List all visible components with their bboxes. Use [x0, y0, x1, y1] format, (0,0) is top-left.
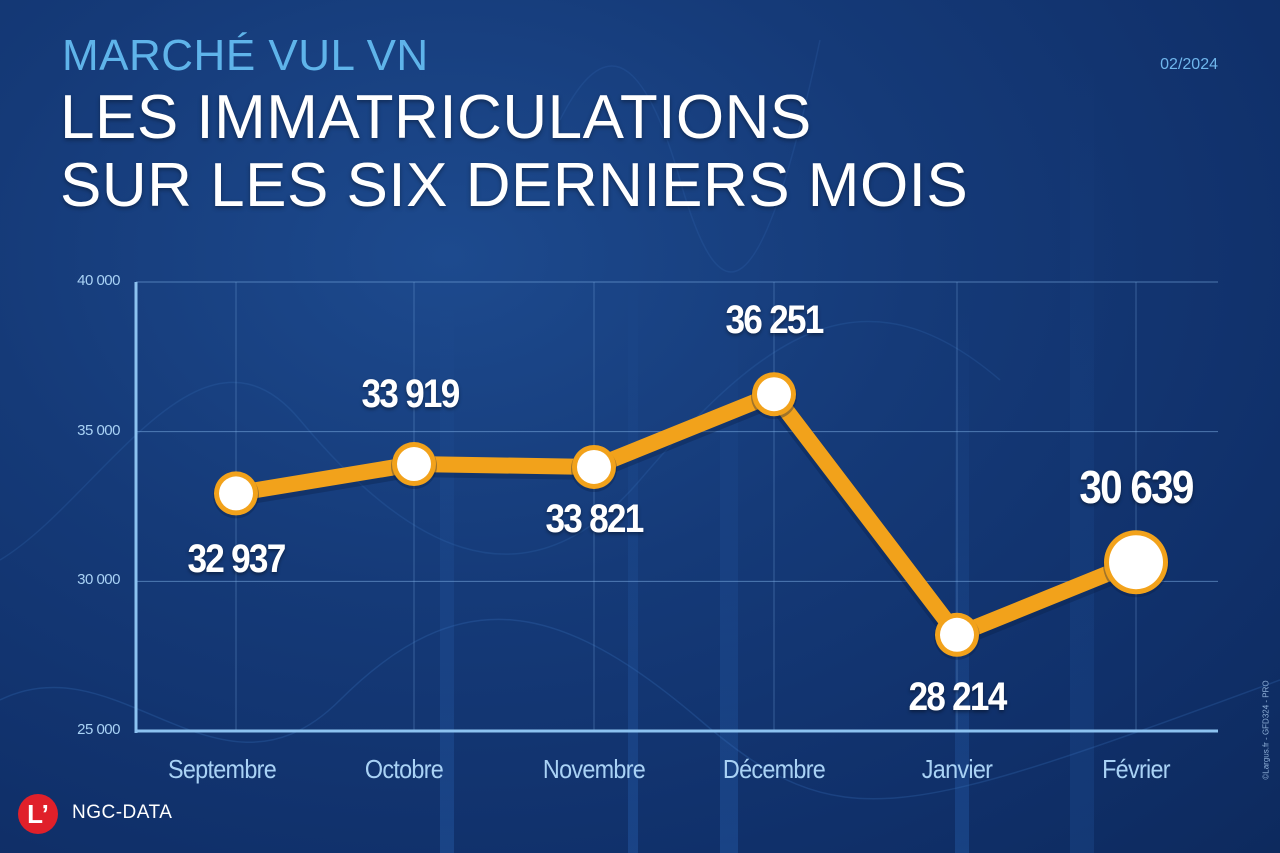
- data-point-marker: [577, 449, 611, 484]
- data-value-label: 36 251: [725, 298, 824, 343]
- data-value-label: 28 214: [908, 674, 1007, 719]
- x-tick-label: Février: [1102, 754, 1170, 784]
- data-value-label: 33 821: [545, 496, 644, 541]
- data-value-label: 32 937: [187, 537, 286, 582]
- image-credit: ©Largus.fr - GFD324 - PRO: [1261, 680, 1271, 780]
- brand-name: NGC-DATA: [72, 802, 173, 823]
- data-value-label: 33 919: [361, 372, 460, 417]
- title-line-2: SUR LES SIX DERNIERS MOIS: [60, 151, 969, 220]
- data-point-marker: [397, 447, 431, 482]
- data-point-marker: [219, 476, 253, 511]
- x-tick-label: Décembre: [722, 754, 826, 784]
- y-tick-label: 35 000: [77, 421, 120, 439]
- report-date: 02/2024: [1160, 56, 1218, 73]
- largus-logo-icon: L’: [18, 794, 58, 834]
- y-tick-label: 25 000: [77, 721, 120, 738]
- data-point-marker: [940, 617, 974, 652]
- data-value-label: 30 639: [1079, 461, 1194, 514]
- y-tick-label: 30 000: [77, 571, 120, 589]
- y-tick-label: 40 000: [77, 272, 120, 289]
- chart-title: LES IMMATRICULATIONS SUR LES SIX DERNIER…: [60, 84, 968, 220]
- x-tick-label: Novembre: [542, 754, 646, 784]
- x-tick-label: Janvier: [921, 754, 993, 784]
- chart-kicker: MARCHÉ VUL VN: [62, 31, 429, 80]
- data-point-marker: [1109, 535, 1163, 590]
- data-point-marker: [757, 377, 791, 412]
- x-tick-label: Septembre: [168, 754, 277, 784]
- title-line-1: LES IMMATRICULATIONS: [60, 83, 812, 152]
- x-tick-label: Octobre: [364, 754, 444, 784]
- data-line: [234, 386, 1140, 643]
